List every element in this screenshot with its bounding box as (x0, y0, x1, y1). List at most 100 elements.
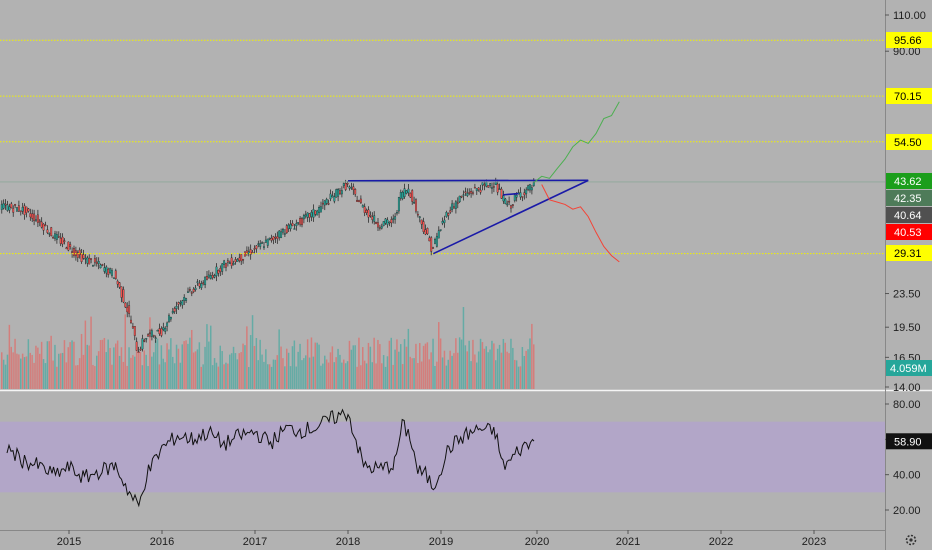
volume-bar (21, 353, 24, 389)
volume-bar (417, 362, 419, 389)
candle-body (491, 187, 493, 189)
candle-body (301, 218, 303, 226)
volume-bar (88, 345, 90, 389)
candle-body (259, 243, 262, 247)
candle-body (424, 229, 427, 235)
volume-bar (168, 349, 170, 389)
volume-bar (141, 365, 144, 389)
time-axis-tick-label: 2021 (616, 536, 640, 548)
volume-bar (324, 355, 326, 389)
candle-body (23, 205, 26, 215)
candle-body (285, 225, 288, 234)
volume-bar (35, 345, 37, 389)
gear-icon[interactable] (905, 534, 917, 546)
volume-bar (103, 337, 106, 389)
candle-body (454, 201, 457, 209)
volume-bar (426, 342, 429, 389)
candle-body (84, 258, 87, 260)
candle-body (437, 230, 440, 239)
candle-body (342, 183, 345, 186)
volume-bar (225, 362, 227, 389)
candle-body (130, 319, 132, 323)
candle-body (149, 332, 151, 335)
volume-bar (306, 339, 309, 389)
candle-body (321, 202, 324, 205)
candle-body (483, 184, 486, 186)
candle-body (156, 330, 159, 332)
volume-bar (529, 338, 531, 389)
volume-bar (441, 357, 444, 389)
volume-bar (379, 344, 381, 389)
candle-body (135, 341, 138, 351)
volume-bar (223, 364, 225, 389)
volume-bar (42, 359, 45, 389)
volume-bar (18, 354, 20, 389)
candle-body (181, 300, 184, 306)
candle-body (462, 194, 465, 196)
volume-bar (445, 365, 448, 389)
candle-body (33, 213, 36, 221)
time-axis-tick-label: 2023 (802, 536, 826, 548)
price-tag (886, 190, 932, 206)
volume-bar (234, 353, 237, 389)
volume-bar (515, 360, 518, 389)
rsi-axis-tick-label: 20.00 (893, 505, 921, 517)
candle-body (36, 214, 39, 223)
candle-body (388, 221, 391, 224)
volume-bar (255, 338, 258, 389)
candle-body (280, 231, 283, 238)
volume-bar (80, 333, 83, 389)
volume-bar (137, 352, 140, 389)
candle-body (198, 283, 201, 287)
volume-bar (183, 341, 185, 389)
volume-bar (156, 338, 159, 389)
volume-bar (118, 355, 121, 389)
candle-body (377, 222, 379, 228)
candle-body (367, 209, 370, 218)
volume-bar (438, 322, 440, 389)
candle-body (71, 251, 74, 253)
volume-bar (124, 314, 126, 389)
volume-bar (481, 342, 484, 389)
candle-body (358, 200, 360, 203)
candle-body (31, 213, 34, 219)
candle-body (48, 233, 51, 235)
volume-bar (350, 349, 353, 389)
volume-bar (259, 339, 261, 389)
volume-bar (208, 341, 210, 389)
candle-body (373, 215, 376, 222)
volume-bar (341, 362, 343, 389)
volume-bar (219, 345, 221, 389)
volume-bar (134, 356, 136, 389)
candle-body (350, 187, 353, 189)
volume-bar (113, 347, 115, 389)
volume-bar (44, 363, 47, 389)
candle-body (274, 236, 277, 239)
volume-bar (415, 343, 417, 389)
candle-body (449, 210, 452, 213)
volume-bar (202, 364, 204, 389)
candle-body (35, 219, 37, 221)
candle-body (397, 197, 400, 212)
candle-body (196, 281, 199, 283)
candle-body (101, 264, 104, 266)
volume-bar (453, 353, 455, 389)
volume-bar (2, 359, 5, 389)
volume-bar (500, 352, 503, 389)
price-tag-label: 70.15 (894, 91, 922, 103)
volume-bar (363, 360, 366, 389)
volume-bar (479, 338, 482, 389)
volume-bar (56, 366, 58, 389)
candle-body (226, 260, 229, 263)
volume-bar (73, 341, 75, 389)
candle-body (128, 305, 131, 314)
candle-body (65, 247, 68, 250)
candle-body (131, 326, 134, 329)
candle-body (206, 276, 208, 280)
candle-body (272, 236, 275, 241)
candle-body (93, 258, 96, 263)
volume-bar (316, 342, 318, 389)
candle-body (310, 212, 313, 217)
volume-bar (115, 343, 117, 389)
